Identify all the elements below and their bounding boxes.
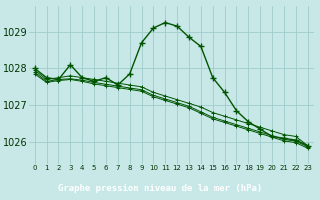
Text: Graphe pression niveau de la mer (hPa): Graphe pression niveau de la mer (hPa): [58, 184, 262, 193]
